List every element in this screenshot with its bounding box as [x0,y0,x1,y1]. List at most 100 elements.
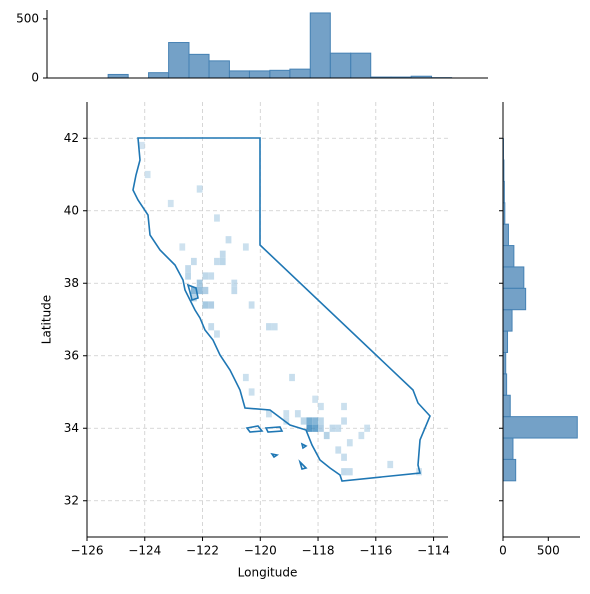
y-tick-label: 500 [16,11,39,25]
heat-cell [341,403,347,410]
heat-cell [312,396,318,403]
y-tick-label: 38 [64,276,79,290]
hist-bar [169,43,189,78]
hist-bar [503,374,507,395]
heat-cell [318,425,324,432]
heat-cell [312,417,318,424]
heat-cell [306,417,312,424]
heat-cell [214,214,220,221]
heat-cell [197,185,203,192]
heat-cell [341,454,347,461]
heat-cell [266,323,272,330]
heat-cell [283,410,289,417]
heat-cell [168,200,174,207]
heat-cell [347,468,353,475]
heat-cell [203,287,209,294]
hist-bar [503,331,508,352]
heat-cell [249,301,255,308]
heat-cell [179,243,185,250]
hist-bar [351,53,371,78]
heat-cell [341,468,347,475]
y-tick-label: 40 [64,203,79,217]
x-tick-label: 500 [537,544,560,558]
heat-cell [364,425,370,432]
heat-cell [226,236,232,243]
heat-cell [358,432,364,439]
hist-bar [310,13,330,78]
x-tick-label: −126 [71,544,104,558]
heat-cell [208,323,214,330]
heat-cell [139,142,145,149]
heat-cell [231,280,237,287]
x-tick-label: −116 [359,544,392,558]
heat-cell [203,301,209,308]
heat-cell [312,425,318,432]
heat-cell [243,374,249,381]
hist-bar [189,54,209,78]
hist-bar [270,70,290,78]
heat-cell [306,425,312,432]
heat-cell [318,403,324,410]
heat-cell [341,417,347,424]
hist-bar [249,71,269,78]
hist-bar [503,224,508,245]
heat-cell [289,374,295,381]
heat-cell [208,301,214,308]
island [247,426,262,432]
hist-bar [209,61,229,78]
island [266,427,282,432]
hist-bar [503,417,577,438]
hist-bar [149,73,169,78]
x-axis-label: Longitude [238,566,298,580]
island [302,444,306,448]
hist-bar [503,310,512,331]
heat-cell [145,171,151,178]
x-tick-label: −122 [186,544,219,558]
heat-cell [208,272,214,279]
heat-cell [220,258,226,265]
state-outline [133,138,430,481]
heat-cell [318,417,324,424]
hist-bar [229,71,249,78]
y-tick-label: 0 [31,71,39,85]
heat-cell [197,280,203,287]
heat-cell [185,272,191,279]
heat-cell [272,323,278,330]
heat-cell [214,258,220,265]
heat-cell [330,425,336,432]
x-tick-label: −114 [417,544,450,558]
hist-bar [503,246,514,267]
hist-bar [503,459,516,480]
heat-cell [295,410,301,417]
hist-bar [503,438,513,459]
x-tick-label: 0 [499,544,507,558]
hist-bar [290,69,310,78]
hist-bar [503,267,524,288]
y-tick-label: 42 [64,131,79,145]
x-tick-label: −124 [128,544,161,558]
y-tick-label: 36 [64,348,79,362]
heat-cell [214,330,220,337]
heat-cell [387,461,393,468]
heat-cell [324,432,330,439]
hist-bar [108,74,128,78]
heat-cell [335,446,341,453]
heat-cell [249,388,255,395]
heat-cell [220,251,226,258]
heat-cell [335,425,341,432]
hist-bar [503,288,526,309]
heat-cell [243,243,249,250]
y-tick-label: 32 [64,493,79,507]
heat-cell [185,265,191,272]
hist-bar [330,53,350,78]
x-tick-label: −120 [244,544,277,558]
island [272,454,277,457]
y-axis-label: Latitude [40,295,54,344]
x-tick-label: −118 [302,544,335,558]
heat-cell [203,272,209,279]
heat-cell [191,258,197,265]
heat-cell [231,287,237,294]
y-tick-label: 34 [64,421,79,435]
heat-cell [301,417,307,424]
